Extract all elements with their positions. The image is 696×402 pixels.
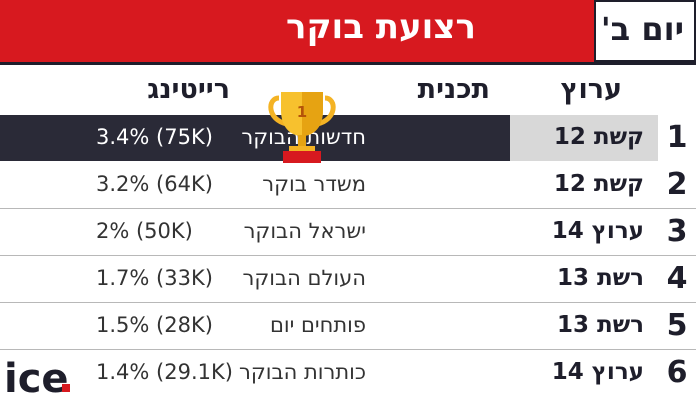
trophy-label: 1 [297,103,307,121]
rating-value: 1.7% (33K) [96,266,213,290]
channel-cell: רשת 13 [510,256,658,302]
column-header-program: תכנית [417,74,490,105]
program-name: העולם הבוקר [242,266,366,290]
ice-logo: ice [4,356,70,398]
rank-number: 5 [666,308,688,343]
day-label-box: יום ב' [594,0,696,62]
channel-cell: רשת 13 [510,303,658,349]
table-row: רשת 13 4 העולם הבוקר 1.7% (33K) [0,256,696,303]
channel-name: ערוץ 14 [551,218,644,244]
rating-value: 1.4% (29.1K) [96,360,233,384]
table-row: ערוץ 14 3 ישראל הבוקר 2% (50K) [0,209,696,256]
rating-value: 1.5% (28K) [96,313,213,337]
header-bar: רצועת בוקר [0,0,594,62]
rank-number: 2 [666,167,688,202]
table-row: ערוץ 14 6 כותרות הבוקר 1.4% (29.1K) [0,350,696,397]
rank-number: 3 [666,214,688,249]
channel-name: ערוץ 14 [551,359,644,385]
channel-cell: ערוץ 14 [510,209,658,255]
channel-cell: ערוץ 14 [510,350,658,396]
column-header-channel: ערוץ [560,74,622,105]
program-name: כותרות הבוקר [238,360,366,384]
program-name: משדר בוקר [262,172,366,196]
table-row: רשת 13 5 פותחים יום 1.5% (28K) [0,303,696,350]
channel-cell: קשת 12 [510,162,658,208]
rank-number: 6 [666,355,688,390]
table-row: קשת 12 1 חדשות הבוקר 3.4% (75K) [0,115,696,162]
channel-name: קשת 12 [553,124,644,150]
day-label: יום ב' [600,10,684,48]
rating-value: 2% (50K) [96,219,193,243]
header-divider [0,62,696,65]
page-title: רצועת בוקר [286,7,476,47]
rating-value: 3.4% (75K) [96,125,213,149]
channel-name: רשת 13 [556,312,644,338]
channel-name: רשת 13 [556,265,644,291]
channel-name: קשת 12 [553,171,644,197]
rank-number: 4 [666,261,688,296]
column-header-rating: רייטינג [147,74,230,105]
rating-value: 3.2% (64K) [96,172,213,196]
program-name: ישראל הבוקר [243,219,366,243]
channel-cell: קשת 12 [510,115,658,161]
table-row: קשת 12 2 משדר בוקר 3.2% (64K) [0,162,696,209]
program-name: פותחים יום [269,313,366,337]
trophy-icon: 1 [268,92,336,163]
logo-text: ice [4,356,69,398]
row-highlight [0,115,510,161]
rank-number: 1 [666,120,688,155]
